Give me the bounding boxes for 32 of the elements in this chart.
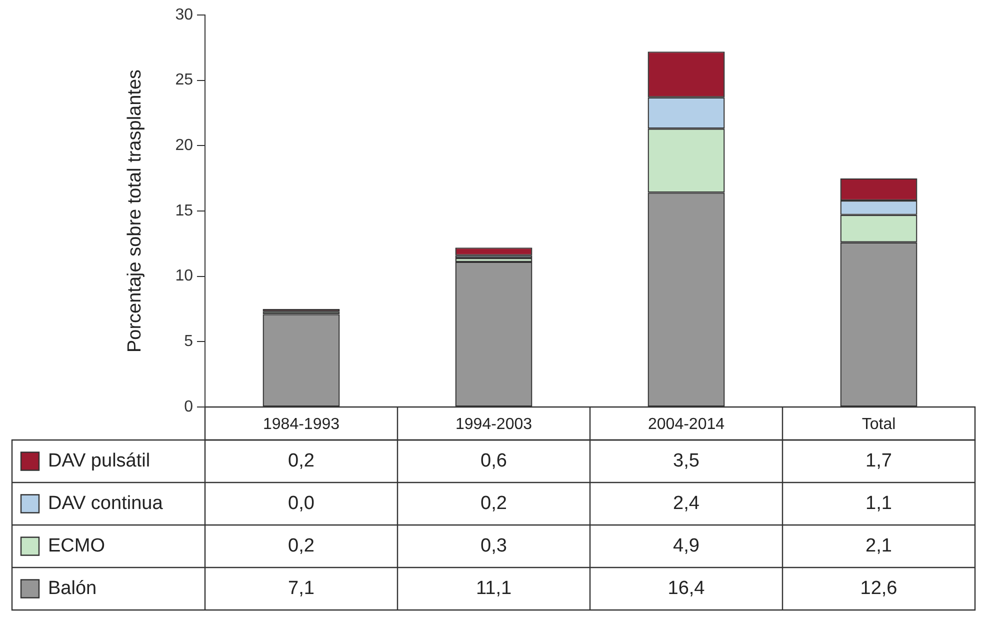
legend-label: ECMO <box>48 535 105 556</box>
data-label: 16,4 <box>668 578 706 599</box>
y-tick-label: 5 <box>184 333 194 350</box>
x-tick-label: 1984-1993 <box>262 416 340 434</box>
y-axis-title: Porcentaje sobre total trasplantes <box>124 69 146 353</box>
data-label: 2,4 <box>673 492 700 514</box>
data-label: 12,6 <box>860 578 898 599</box>
y-tick-label: 10 <box>175 268 194 285</box>
data-label: 0,3 <box>480 535 507 556</box>
legend-label: DAV pulsátil <box>48 450 150 472</box>
data-label: 0,6 <box>480 450 507 472</box>
data-label: 0,0 <box>288 492 314 514</box>
y-tick-label: 15 <box>175 202 194 220</box>
data-label: 0,2 <box>288 535 314 556</box>
data-label: 3,5 <box>673 450 700 472</box>
y-tick-label: 30 <box>175 6 194 24</box>
legend-label: DAV continua <box>48 492 164 514</box>
y-tick-label: 20 <box>175 137 194 154</box>
data-label: 4,9 <box>673 535 700 556</box>
data-label: 0,2 <box>480 492 507 514</box>
x-tick-label: 1994-2003 <box>455 416 532 434</box>
data-label: 1,7 <box>866 450 892 472</box>
x-tick-label: Total <box>862 416 896 434</box>
data-label: 0,2 <box>288 450 314 472</box>
data-label: 11,1 <box>476 578 512 599</box>
x-tick-label: 2004-2014 <box>648 416 725 434</box>
legend-label: Balón <box>48 578 97 599</box>
data-label: 2,1 <box>866 535 892 556</box>
data-label: 7,1 <box>288 578 314 599</box>
y-tick-label: 25 <box>175 72 194 89</box>
y-tick-label: 0 <box>184 398 194 416</box>
data-label: 1,1 <box>866 492 892 514</box>
